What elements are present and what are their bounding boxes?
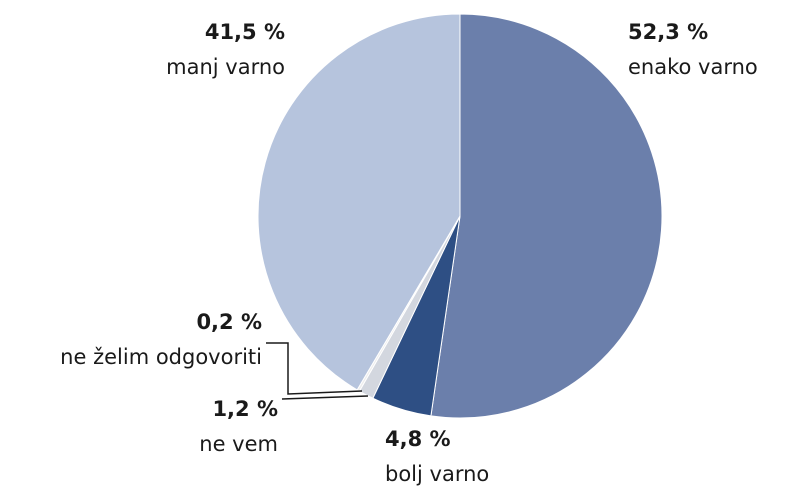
leader-line (281, 395, 369, 400)
category-label: ne vem (199, 432, 278, 456)
category-label: enako varno (628, 55, 758, 79)
value-label: 1,2 % (212, 397, 278, 421)
category-label: manj varno (166, 55, 285, 79)
value-label: 52,3 % (628, 20, 708, 44)
leader-line (266, 342, 363, 395)
value-label: 4,8 % (385, 427, 451, 451)
value-label: 41,5 % (205, 20, 285, 44)
pie (257, 13, 663, 419)
pie-slice (257, 13, 461, 391)
category-label: bolj varno (385, 462, 489, 486)
pie-slice (430, 13, 663, 419)
category-label: ne želim odgovoriti (60, 345, 262, 369)
value-label: 0,2 % (196, 310, 262, 334)
